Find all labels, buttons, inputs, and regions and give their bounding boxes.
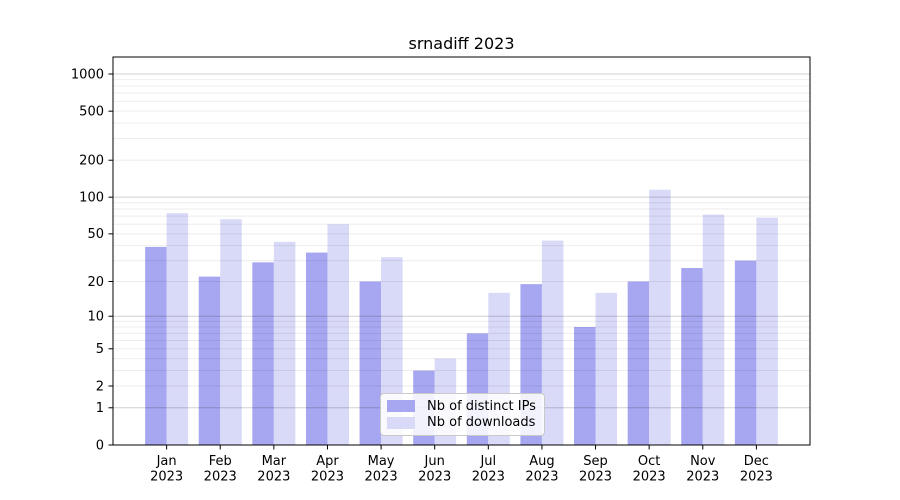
- bar-distinct-ips-oct: [627, 281, 650, 445]
- y-tick-label: 1: [96, 401, 104, 416]
- legend-label-downloads: Nb of downloads: [427, 415, 536, 431]
- bar-downloads-sep: [595, 292, 618, 445]
- plot-frame: [112, 56, 811, 446]
- x-tick-label: Dec 2023: [740, 454, 773, 485]
- y-tick-label: 10: [87, 310, 104, 325]
- bar-downloads-aug: [541, 240, 564, 445]
- y-tick-label: 20: [87, 275, 104, 290]
- legend-item-downloads: Nb of downloads: [387, 415, 538, 430]
- legend-swatch-downloads: [387, 416, 415, 429]
- bar-downloads-nov: [702, 214, 725, 445]
- y-tick-label: 0: [96, 438, 104, 453]
- x-tick-label: Oct 2023: [633, 454, 666, 485]
- bar-distinct-ips-apr: [305, 252, 328, 445]
- x-tick-label: Sep 2023: [579, 454, 612, 485]
- x-tick-label: Jul 2023: [472, 454, 505, 485]
- bar-downloads-feb: [220, 219, 242, 445]
- y-tick-label: 100: [79, 190, 104, 205]
- bar-distinct-ips-jan: [145, 246, 167, 445]
- y-tick-label: 500: [79, 104, 104, 119]
- y-tick-label: 2: [96, 379, 104, 394]
- bar-downloads-jan: [166, 213, 189, 445]
- bar-downloads-oct: [649, 189, 671, 445]
- bar-distinct-ips-mar: [252, 262, 274, 445]
- bar-distinct-ips-may: [359, 281, 382, 445]
- x-tick-label: Jun 2023: [418, 454, 451, 485]
- bar-distinct-ips-feb: [198, 276, 221, 445]
- bar-distinct-ips-nov: [681, 268, 703, 445]
- legend-item-distinct-ips: Nb of distinct IPs: [387, 399, 538, 414]
- x-tick-label: Jan 2023: [150, 454, 183, 485]
- bar-distinct-ips-dec: [734, 260, 757, 445]
- bar-distinct-ips-sep: [574, 327, 596, 445]
- x-tick-label: Nov 2023: [686, 454, 719, 485]
- x-tick-label: Mar 2023: [257, 454, 290, 485]
- bar-downloads-dec: [756, 217, 778, 445]
- bar-downloads-apr: [327, 224, 349, 445]
- legend-swatch-distinct-ips: [387, 400, 415, 413]
- legend-label-distinct-ips: Nb of distinct IPs: [427, 398, 536, 414]
- bar-downloads-mar: [273, 241, 296, 445]
- x-tick-label: Aug 2023: [525, 454, 558, 485]
- x-tick-label: Apr 2023: [311, 454, 344, 485]
- chart-title: srnadiff 2023: [408, 34, 515, 53]
- y-tick-label: 200: [79, 154, 104, 169]
- y-tick-label: 1000: [71, 67, 104, 82]
- y-tick-label: 5: [96, 342, 104, 357]
- y-tick-label: 50: [87, 227, 104, 242]
- x-tick-label: Feb 2023: [204, 454, 237, 485]
- legend: Nb of distinct IPs Nb of downloads: [380, 393, 545, 436]
- x-tick-label: May 2023: [365, 454, 398, 485]
